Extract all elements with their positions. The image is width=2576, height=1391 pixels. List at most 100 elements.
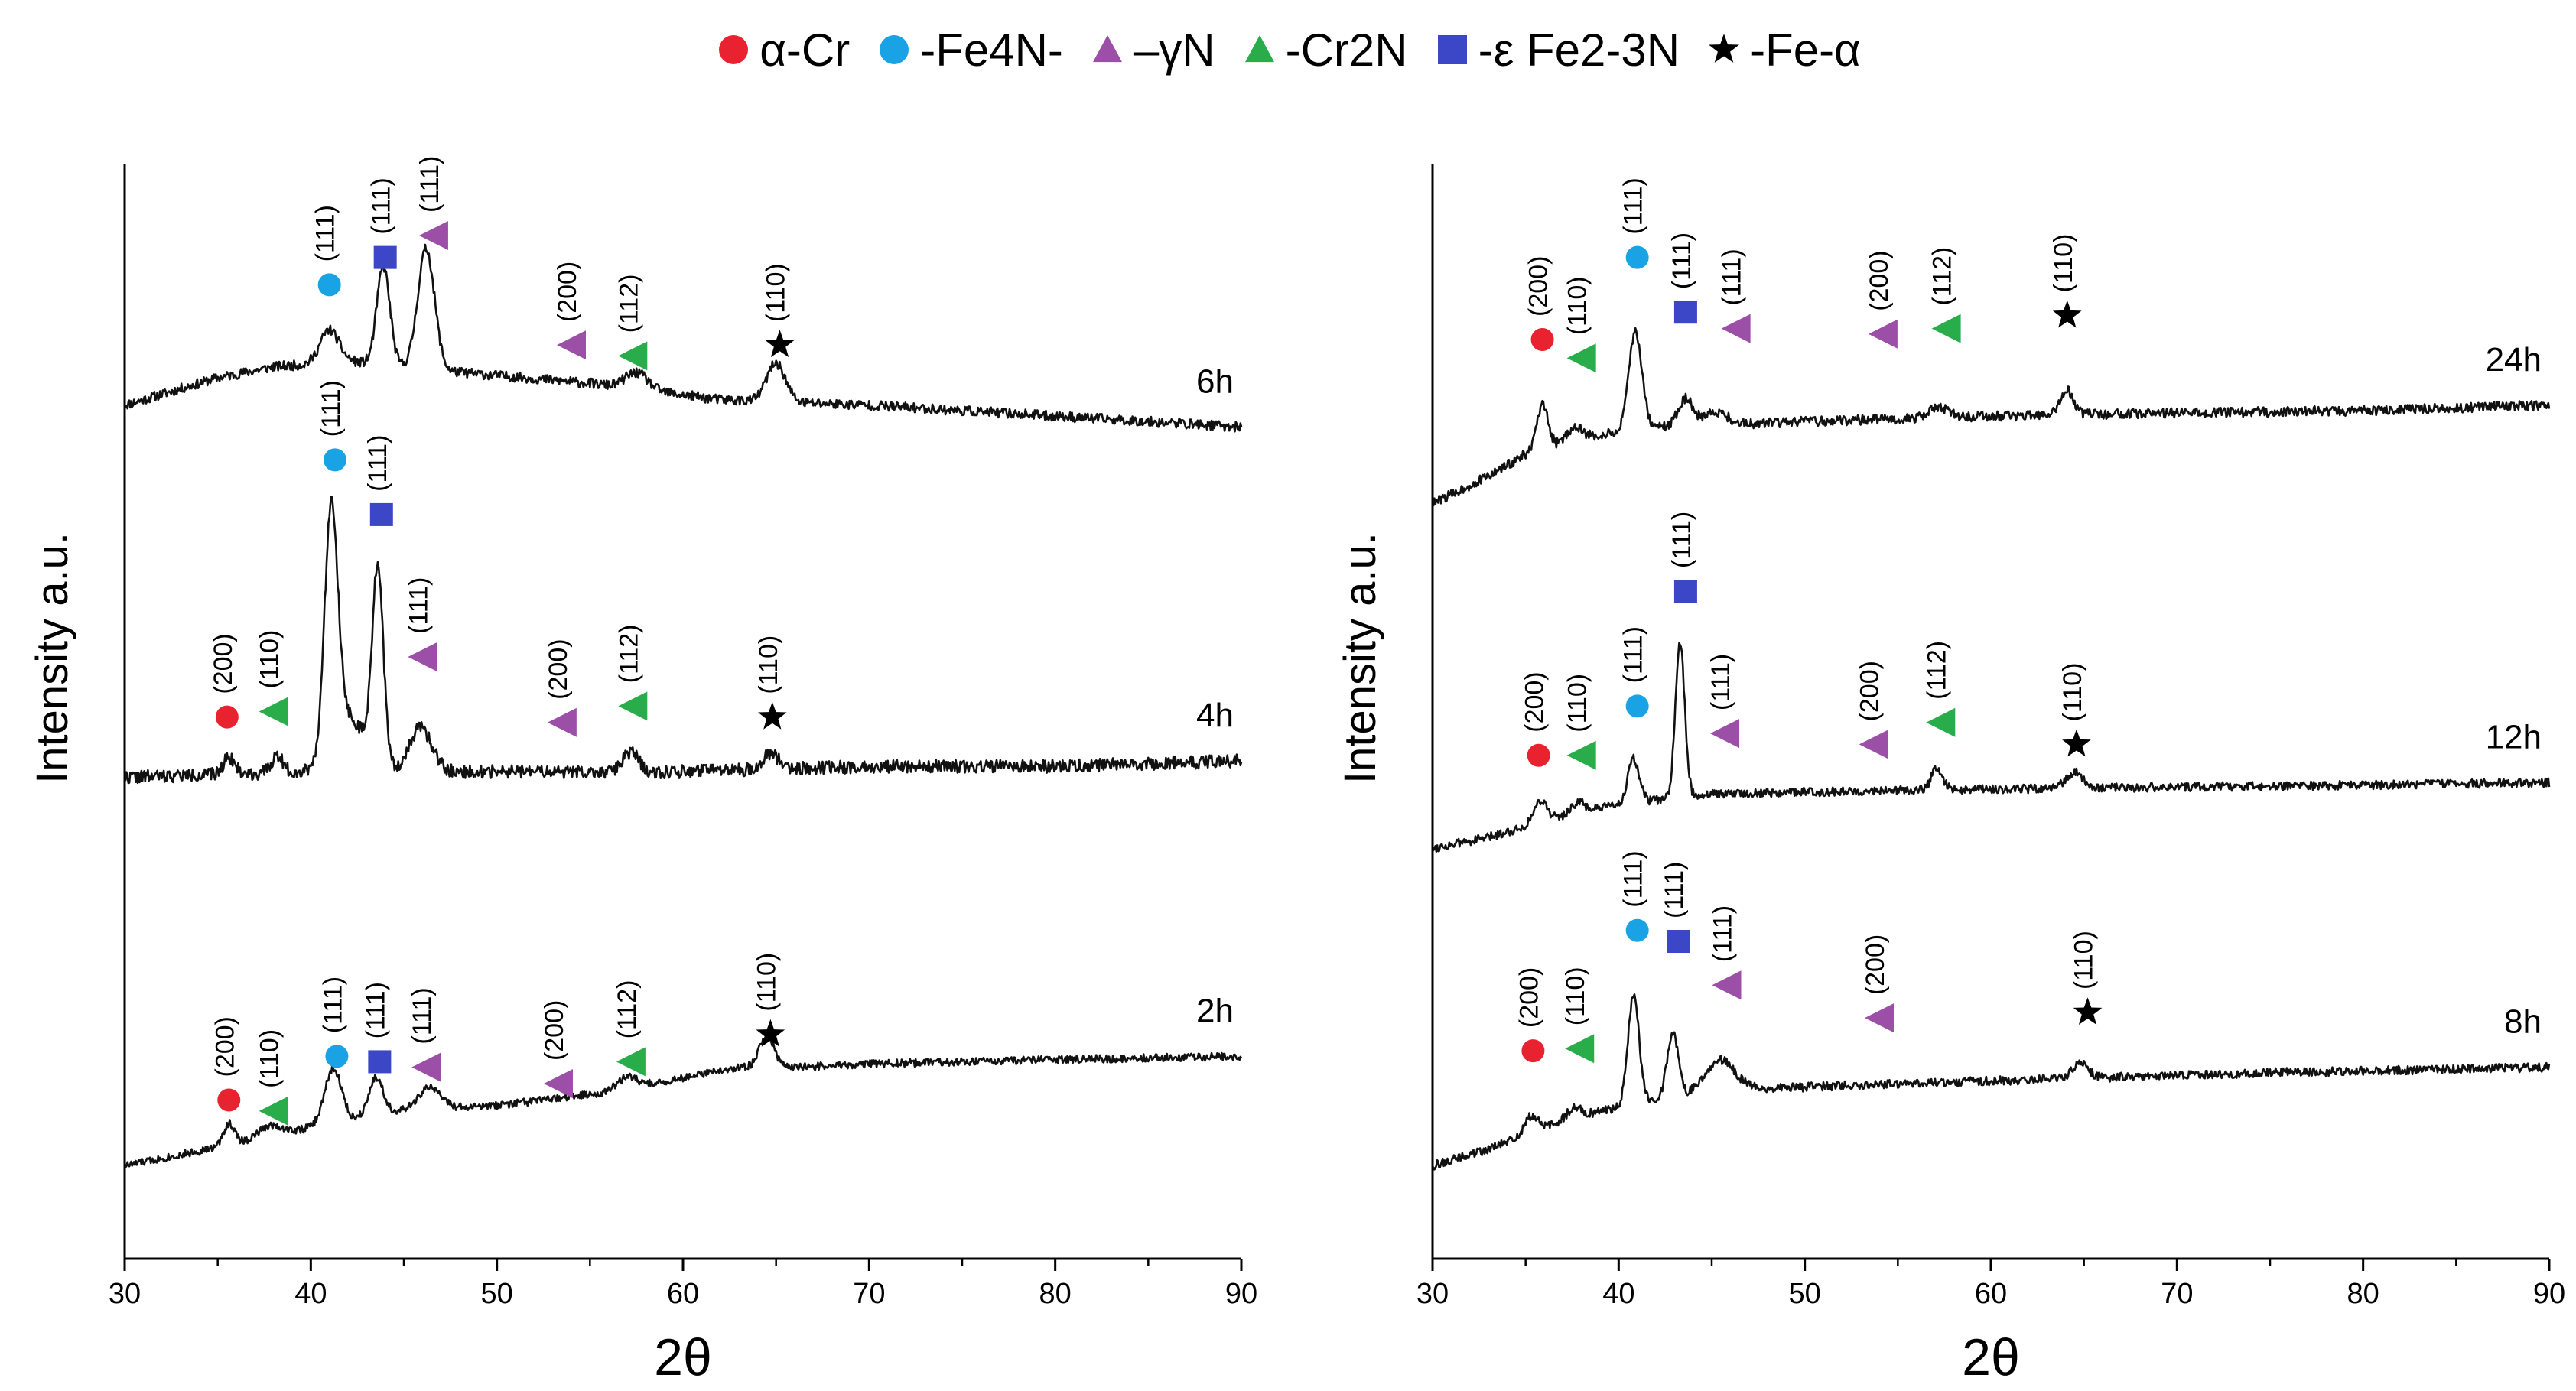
peak-hkl-label: (111) xyxy=(1619,177,1648,234)
peak-hkl-label: (110) xyxy=(754,635,783,694)
x-tick-label: 80 xyxy=(1039,1278,1072,1310)
peak-marker-alpha_cr xyxy=(1521,1039,1545,1063)
peak-hkl-label: (110) xyxy=(255,630,285,689)
peak-marker-gamma_n xyxy=(1721,314,1751,343)
peak-marker-eps xyxy=(373,245,397,269)
series-2h: 2h (200) (110) (111) (111) (111) (200) (112) (11… xyxy=(124,953,1243,1169)
peak-hkl-label: (110) xyxy=(762,263,791,322)
peak-marker-alpha_cr xyxy=(215,705,239,729)
peak-marker-cr2n xyxy=(259,697,288,726)
green-triangle-icon-shape xyxy=(1244,35,1274,63)
peak-marker-gamma_n xyxy=(1859,730,1888,759)
peak-marker-cr2n xyxy=(1566,740,1596,770)
blue-square-icon-shape xyxy=(1437,35,1467,64)
peak-marker-cr2n xyxy=(1565,1034,1595,1064)
peak-hkl-label: (111) xyxy=(408,987,437,1044)
black-star-icon-shape xyxy=(1709,34,1739,63)
peak-marker-eps xyxy=(368,1050,392,1074)
peak-hkl-label: (110) xyxy=(1563,276,1592,335)
peak-hkl-label: (111) xyxy=(318,977,347,1033)
peak-marker-fe_alpha xyxy=(765,330,795,358)
peak-marker-alpha_cr xyxy=(217,1088,241,1112)
peak-hkl-label: (111) xyxy=(1619,626,1648,683)
peak-hkl-label: (200) xyxy=(209,633,238,694)
peak-hkl-label: (110) xyxy=(2058,663,2087,722)
peak-marker-gamma_n xyxy=(1712,970,1742,1000)
peak-hkl-label: (110) xyxy=(2070,931,2099,990)
xrd-chart-right: 30 40 50 60 70 80 90 2θ Intensity a.u. 24h (200) (1… xyxy=(1335,164,2565,1386)
peak-hkl-label: (112) xyxy=(614,275,643,333)
peak-marker-gamma_n xyxy=(1865,1003,1894,1033)
peak-marker-gamma_n xyxy=(408,642,437,671)
peak-marker-eps xyxy=(369,502,393,526)
peak-marker-gamma_n xyxy=(1868,319,1898,349)
peak-hkl-label: (111) xyxy=(363,435,392,492)
x-axis-label: 2θ xyxy=(654,1328,712,1386)
peak-marker-cr2n xyxy=(259,1096,288,1126)
peak-marker-cr2n xyxy=(1931,314,1961,343)
purple-triangle-icon-shape xyxy=(1092,35,1122,63)
peak-hkl-label: (111) xyxy=(1667,232,1696,289)
peak-marker-cr2n xyxy=(618,341,648,371)
peak-hkl-label: (110) xyxy=(1561,967,1590,1025)
phase-legend: α-Cr -Fe4N- –γN -Cr2N -ε Fe2-3N -Fe-α xyxy=(0,8,2576,92)
peak-hkl-label: (110) xyxy=(255,1029,285,1088)
xrd-trace-4h xyxy=(124,496,1243,785)
x-tick-label: 50 xyxy=(1789,1278,1821,1310)
peak-hkl-label: (200) xyxy=(210,1016,239,1077)
peak-marker-alpha_cr xyxy=(1527,743,1550,767)
series-label: 24h xyxy=(2486,341,2542,379)
peak-marker-gamma_n xyxy=(1710,719,1740,749)
series-24h: 24h (200) (110) (111) (111) (111) (200) (112) (1… xyxy=(1432,177,2551,507)
x-tick-label: 30 xyxy=(1416,1278,1449,1310)
series-8h: 8h (200) (110) (111) (111) (111) (200) (110) xyxy=(1432,850,2551,1171)
cyan-circle-icon xyxy=(880,35,909,64)
peak-hkl-label: (111) xyxy=(1619,850,1648,907)
xrd-trace-8h xyxy=(1432,993,2551,1171)
peak-hkl-label: (200) xyxy=(540,1000,569,1061)
series-label: 12h xyxy=(2486,719,2542,756)
legend-label: -Fe-α xyxy=(1750,24,1861,76)
x-tick-label: 70 xyxy=(2161,1278,2193,1310)
peak-marker-eps xyxy=(1673,301,1697,324)
peak-marker-fe_alpha xyxy=(2052,300,2082,328)
legend-label: –γN xyxy=(1133,24,1215,76)
black-star-icon xyxy=(1709,34,1739,63)
series-label: 8h xyxy=(2504,1003,2542,1041)
legend-item-alpha_cr: α-Cr xyxy=(715,24,850,76)
xrd-chart-left: 30 40 50 60 70 80 90 2θ Intensity a.u. 6h (111) (11… xyxy=(28,156,1257,1386)
peak-hkl-label: (111) xyxy=(361,982,390,1038)
peak-hkl-label: (110) xyxy=(1563,674,1592,733)
xrd-trace-6h xyxy=(124,243,1243,433)
series-label: 6h xyxy=(1196,362,1234,400)
peak-marker-eps xyxy=(1667,930,1690,954)
legend-item-fe_alpha: -Fe-α xyxy=(1706,24,1861,76)
x-tick-label: 40 xyxy=(294,1278,327,1310)
x-tick-label: 60 xyxy=(667,1278,699,1310)
peak-hkl-label: (111) xyxy=(1660,862,1689,918)
peak-hkl-label: (111) xyxy=(415,156,444,213)
peak-hkl-label: (200) xyxy=(1514,967,1543,1028)
peak-marker-cr2n xyxy=(616,1047,646,1077)
peak-hkl-label: (112) xyxy=(614,624,643,683)
peak-hkl-label: (200) xyxy=(553,262,582,322)
xrd-trace-24h xyxy=(1432,327,2551,507)
peak-marker-fe_alpha xyxy=(756,1019,785,1047)
x-tick-label: 60 xyxy=(1975,1278,2007,1310)
blue-square-icon xyxy=(1437,35,1467,64)
peak-hkl-label: (111) xyxy=(404,577,433,634)
x-tick-label: 30 xyxy=(109,1278,141,1310)
red-circle-icon xyxy=(719,35,749,64)
x-axis-label: 2θ xyxy=(1962,1328,2020,1386)
peak-hkl-label: (200) xyxy=(1524,256,1553,317)
peak-hkl-label: (111) xyxy=(317,380,346,437)
peak-marker-gamma_n xyxy=(543,1069,573,1099)
peak-hkl-label: (112) xyxy=(1928,247,1957,306)
legend-label: -ε Fe2-3N xyxy=(1478,24,1680,76)
peak-marker-gamma_n xyxy=(557,330,586,360)
peak-hkl-label: (200) xyxy=(1856,661,1885,721)
peak-marker-fe4n xyxy=(317,273,341,297)
peak-marker-fe4n xyxy=(323,448,346,472)
peak-marker-fe4n xyxy=(1625,694,1649,718)
peak-marker-fe4n xyxy=(1625,918,1649,942)
